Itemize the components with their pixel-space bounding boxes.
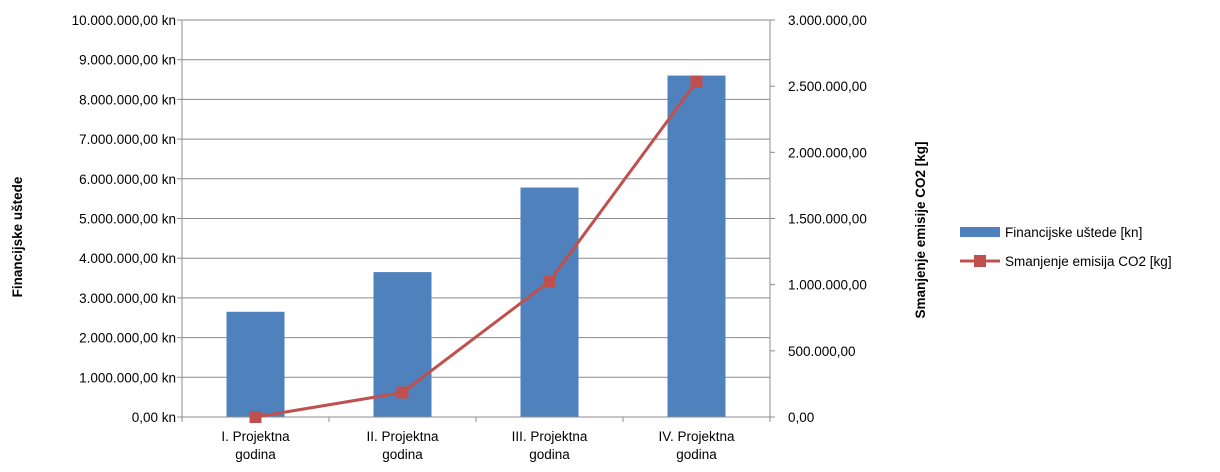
right-tick-label: 2.500.000,00: [788, 79, 867, 94]
legend-marker-line: [974, 255, 986, 267]
left-tick-label: 7.000.000,00 kn: [79, 132, 176, 147]
left-tick-label: 9.000.000,00 kn: [79, 53, 176, 68]
category-label: III. Projektna godina: [512, 429, 588, 462]
left-tick-label: 3.000.000,00 kn: [79, 291, 176, 306]
right-axis-ticks: 0,00 500.000,00 1.000.000,00 1.500.000,00 2.…: [770, 13, 867, 425]
right-axis-title: Smanjenje emisije CO2 [kg]: [913, 141, 928, 318]
right-tick-label: 1.000.000,00: [788, 278, 867, 293]
line-point: [249, 411, 262, 423]
legend-label-bars: Financijske uštede [kn]: [1005, 225, 1142, 240]
left-tick-label: 0,00 kn: [132, 410, 176, 425]
left-tick-label: 6.000.000,00 kn: [79, 172, 176, 187]
right-tick-label: 2.000.000,00: [788, 145, 867, 160]
left-tick-label: 1.000.000,00 kn: [79, 370, 176, 385]
left-tick-label: 4.000.000,00 kn: [79, 251, 176, 266]
bar: [667, 75, 726, 417]
right-tick-label: 1.500.000,00: [788, 212, 867, 227]
line-point: [690, 75, 703, 88]
left-tick-label: 8.000.000,00 kn: [79, 92, 176, 107]
category-labels: I. Projektna godina II. Projektna godina III…: [221, 429, 735, 462]
series-line: [255, 80, 698, 419]
left-axis-title: Financijske uštede: [10, 176, 25, 297]
line-series: [249, 75, 703, 423]
line-point: [396, 386, 409, 399]
left-tick-label: 10.000.000,00 kn: [72, 13, 176, 28]
legend-label-line: Smanjenje emisija CO2 [kg]: [1005, 254, 1172, 269]
category-label: I. Projektna godina: [221, 429, 290, 462]
category-label: IV. Projektna godina: [658, 429, 735, 462]
right-tick-label: 500.000,00: [788, 344, 856, 359]
legend-swatch-bars: [960, 227, 1000, 237]
left-axis-ticks: 0,00 kn 1.000.000,00 kn 2.000.000,00 kn 3.0…: [72, 13, 182, 425]
legend: Financijske uštede [kn] Smanjenje emisij…: [960, 225, 1172, 269]
left-tick-label: 5.000.000,00 kn: [79, 212, 176, 227]
right-tick-label: 3.000.000,00: [788, 13, 867, 28]
bar: [520, 187, 579, 417]
bar: [226, 311, 285, 417]
category-label: II. Projektna godina: [366, 429, 439, 462]
left-tick-label: 2.000.000,00 kn: [79, 331, 176, 346]
line-point: [543, 275, 556, 288]
right-tick-label: 0,00: [788, 410, 814, 425]
bar-series: [226, 75, 726, 417]
